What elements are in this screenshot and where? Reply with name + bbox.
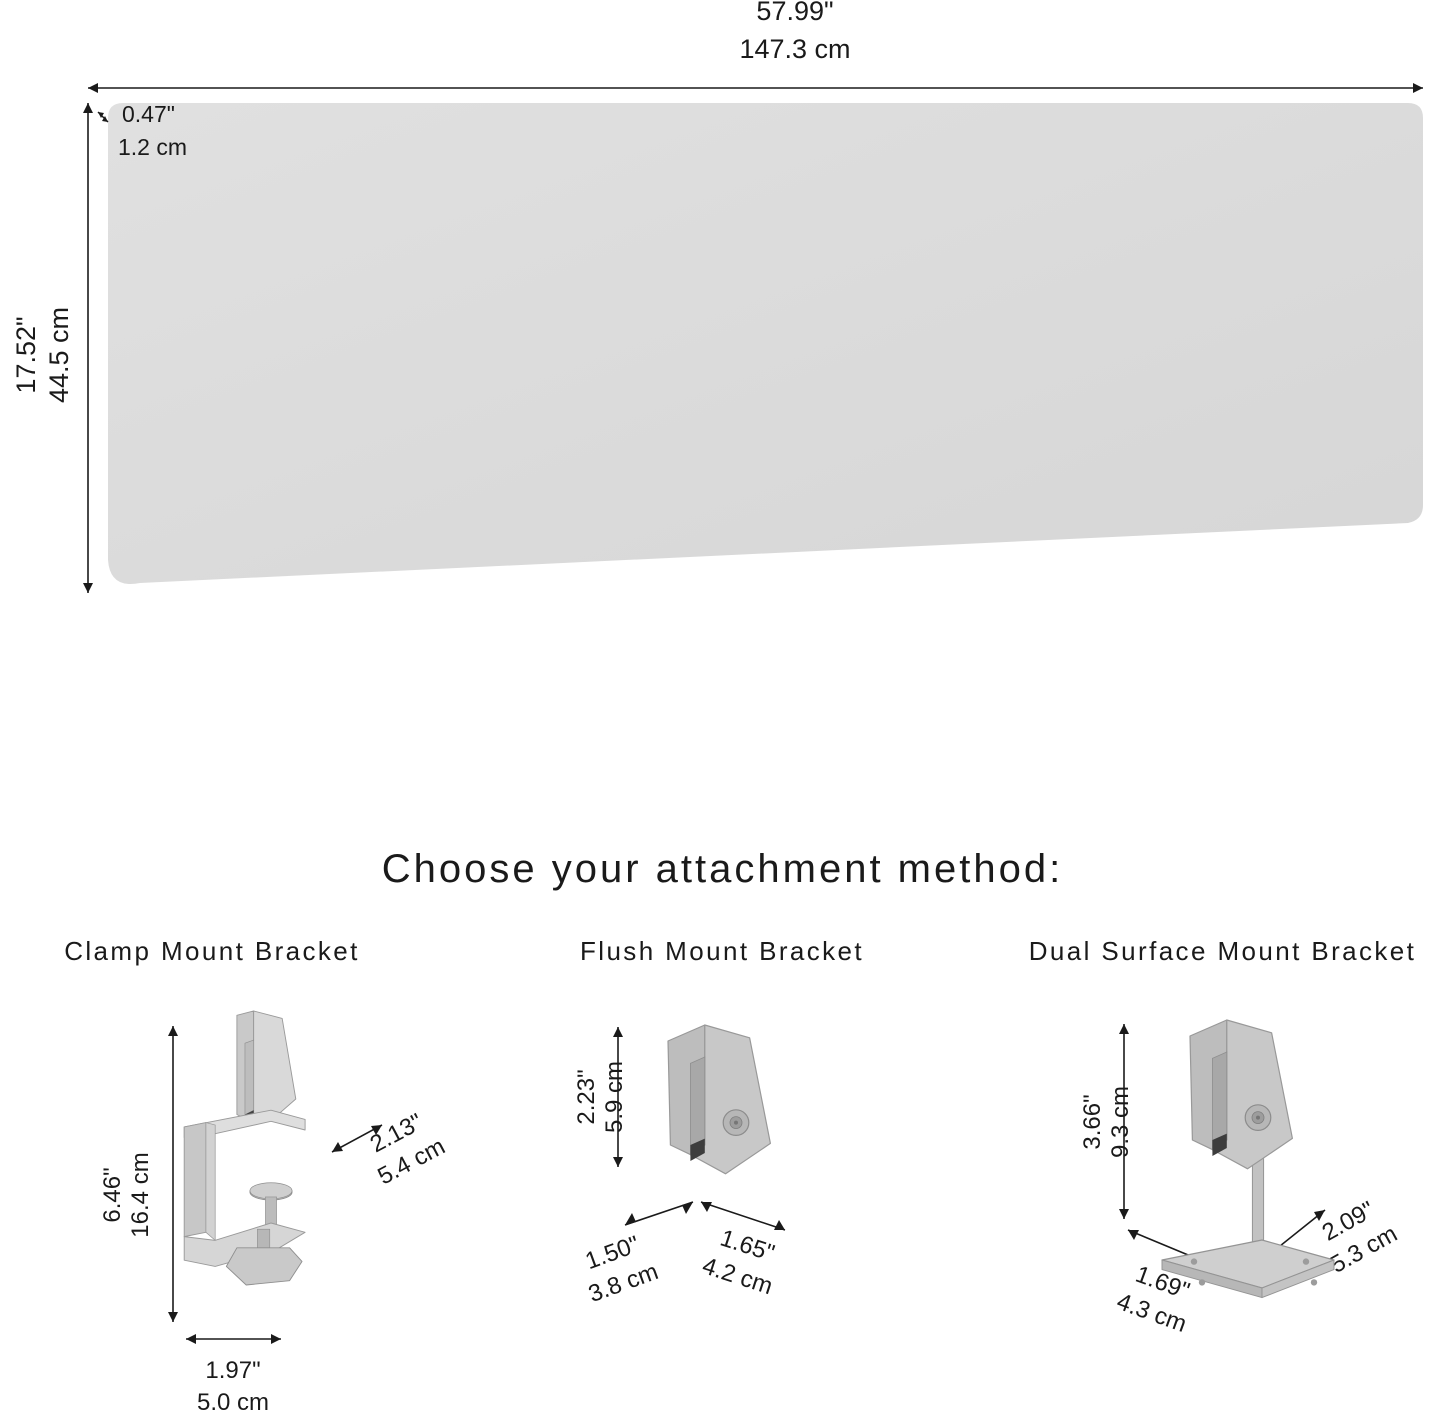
svg-text:1.97": 1.97": [205, 1357, 260, 1384]
svg-text:147.3 cm: 147.3 cm: [739, 34, 850, 64]
svg-text:5.0 cm: 5.0 cm: [197, 1389, 269, 1416]
svg-text:2.23": 2.23": [573, 1069, 600, 1124]
svg-text:16.4 cm: 16.4 cm: [127, 1152, 154, 1237]
svg-text:6.46": 6.46": [99, 1167, 126, 1222]
svg-text:0.47": 0.47": [122, 101, 175, 127]
svg-text:57.99": 57.99": [756, 0, 833, 26]
svg-text:3.66": 3.66": [1079, 1094, 1106, 1149]
svg-text:9.3 cm: 9.3 cm: [1107, 1086, 1134, 1158]
svg-text:17.52": 17.52": [11, 316, 41, 393]
svg-text:5.9 cm: 5.9 cm: [601, 1061, 628, 1133]
svg-text:44.5 cm: 44.5 cm: [44, 307, 74, 403]
svg-text:1.2 cm: 1.2 cm: [118, 134, 187, 160]
